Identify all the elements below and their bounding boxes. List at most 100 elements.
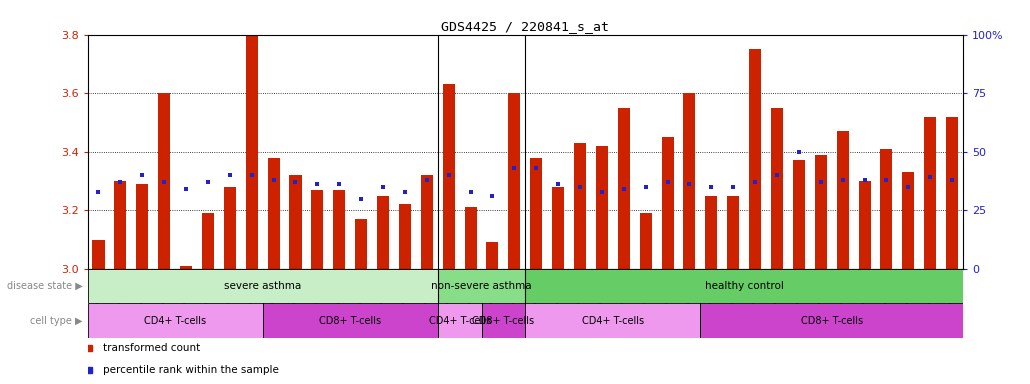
Point xyxy=(221,172,238,178)
Bar xyxy=(881,149,892,269)
Text: CD4+ T-cells: CD4+ T-cells xyxy=(428,316,490,326)
Bar xyxy=(727,195,740,269)
Bar xyxy=(924,117,936,269)
Bar xyxy=(859,181,870,269)
Bar xyxy=(88,269,438,303)
Point xyxy=(725,184,742,190)
Point xyxy=(747,179,763,185)
Bar xyxy=(311,190,323,269)
Text: non-severe asthma: non-severe asthma xyxy=(432,281,531,291)
Bar xyxy=(268,157,279,269)
Bar xyxy=(749,49,761,269)
Point xyxy=(900,184,917,190)
Point xyxy=(134,172,150,178)
Point xyxy=(243,172,260,178)
Point xyxy=(659,179,676,185)
Bar xyxy=(525,303,700,338)
Bar xyxy=(202,213,214,269)
Point xyxy=(397,189,413,195)
Point xyxy=(922,174,938,180)
Bar xyxy=(684,93,695,269)
Point xyxy=(462,189,479,195)
Point xyxy=(703,184,720,190)
Bar xyxy=(552,187,564,269)
Text: CD8+ T-cells: CD8+ T-cells xyxy=(473,316,535,326)
Bar xyxy=(509,93,520,269)
Point xyxy=(616,186,632,192)
Point xyxy=(178,186,195,192)
Point xyxy=(550,181,566,187)
Point xyxy=(266,177,282,183)
Bar xyxy=(246,35,258,269)
Bar xyxy=(263,303,438,338)
Point xyxy=(834,177,851,183)
Bar xyxy=(574,143,586,269)
Text: severe asthma: severe asthma xyxy=(225,281,302,291)
Point xyxy=(572,184,588,190)
Point xyxy=(375,184,391,190)
Text: healthy control: healthy control xyxy=(705,281,784,291)
Point xyxy=(156,179,172,185)
Bar xyxy=(530,157,542,269)
Bar xyxy=(771,108,783,269)
Bar xyxy=(180,266,192,269)
Point xyxy=(287,179,304,185)
Bar xyxy=(465,207,477,269)
Bar xyxy=(525,269,963,303)
Bar xyxy=(482,303,525,338)
Text: CD8+ T-cells: CD8+ T-cells xyxy=(800,316,863,326)
Text: CD4+ T-cells: CD4+ T-cells xyxy=(144,316,206,326)
Point xyxy=(484,193,501,199)
Bar xyxy=(793,161,804,269)
Bar xyxy=(815,155,827,269)
Bar xyxy=(486,242,499,269)
Point xyxy=(353,195,370,202)
Bar xyxy=(88,303,263,338)
Point xyxy=(528,165,545,171)
Bar xyxy=(355,219,367,269)
Bar xyxy=(159,93,170,269)
Bar xyxy=(136,184,148,269)
Text: disease state ▶: disease state ▶ xyxy=(6,281,82,291)
Bar xyxy=(334,190,345,269)
Bar xyxy=(224,187,236,269)
Point xyxy=(856,177,872,183)
Title: GDS4425 / 220841_s_at: GDS4425 / 220841_s_at xyxy=(441,20,610,33)
Point xyxy=(768,172,785,178)
Point xyxy=(943,177,960,183)
Point xyxy=(791,149,808,155)
Point xyxy=(309,181,325,187)
Point xyxy=(593,189,610,195)
Bar xyxy=(700,303,963,338)
Bar xyxy=(438,269,525,303)
Point xyxy=(418,177,435,183)
Text: percentile rank within the sample: percentile rank within the sample xyxy=(103,364,279,375)
Bar xyxy=(93,240,104,269)
Bar xyxy=(377,195,389,269)
Bar xyxy=(618,108,629,269)
Bar xyxy=(443,84,454,269)
Bar xyxy=(661,137,674,269)
Text: CD4+ T-cells: CD4+ T-cells xyxy=(582,316,644,326)
Text: transformed count: transformed count xyxy=(103,343,201,354)
Text: CD8+ T-cells: CD8+ T-cells xyxy=(319,316,381,326)
Point xyxy=(200,179,216,185)
Point xyxy=(813,179,829,185)
Bar xyxy=(836,131,849,269)
Point xyxy=(879,177,895,183)
Point xyxy=(506,165,522,171)
Point xyxy=(638,184,654,190)
Bar xyxy=(902,172,915,269)
Bar xyxy=(114,181,127,269)
Point xyxy=(331,181,347,187)
Text: cell type ▶: cell type ▶ xyxy=(30,316,82,326)
Point xyxy=(91,189,107,195)
Bar xyxy=(596,146,608,269)
Bar xyxy=(289,175,302,269)
Point xyxy=(112,179,129,185)
Point xyxy=(441,172,457,178)
Bar xyxy=(947,117,958,269)
Bar xyxy=(399,204,411,269)
Bar xyxy=(438,303,481,338)
Bar xyxy=(421,175,433,269)
